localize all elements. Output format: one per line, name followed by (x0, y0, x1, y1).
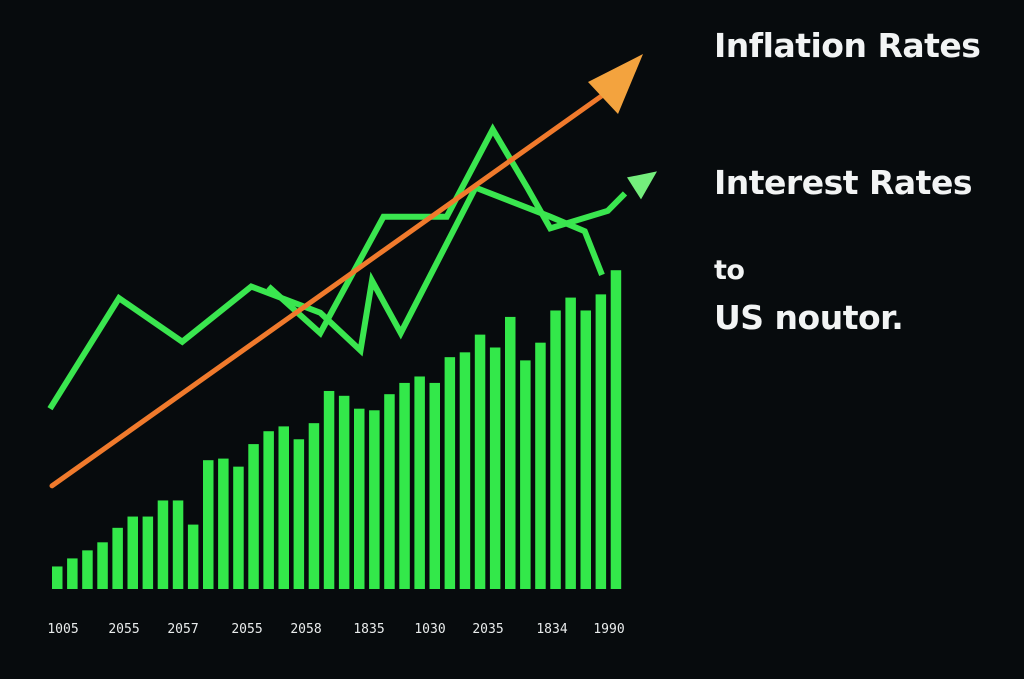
bar (157, 500, 169, 589)
bar (218, 458, 229, 589)
bar (67, 558, 78, 589)
bar (248, 444, 259, 589)
bar (82, 550, 93, 589)
bar (369, 410, 380, 589)
bar (354, 408, 365, 589)
x-tick-label: 2058 (290, 622, 321, 637)
bar (112, 527, 123, 589)
x-tick-label: 1030 (414, 622, 445, 637)
country-label: US noutor. (714, 298, 904, 337)
green-line-series-b (266, 123, 628, 338)
green-arrow-head-icon (627, 171, 657, 200)
interest-rates-label: Interest Rates (714, 163, 972, 202)
bar (52, 566, 63, 589)
bar (489, 347, 501, 589)
x-tick-label: 1834 (536, 622, 567, 637)
bar (535, 342, 546, 589)
inflation-rates-label: Inflation Rates (714, 26, 981, 65)
bar (293, 439, 305, 589)
x-tick-label: 1990 (593, 622, 624, 637)
bar (187, 524, 199, 589)
bar (308, 423, 320, 589)
bar (384, 394, 395, 589)
bar (97, 542, 108, 589)
bar (610, 270, 622, 589)
x-tick-label: 2035 (472, 622, 503, 637)
bar (505, 316, 516, 589)
x-tick-label: 2055 (108, 622, 139, 637)
bar (142, 516, 154, 589)
trend-arrow-line (49, 87, 613, 489)
bar (520, 360, 531, 589)
bar (595, 294, 607, 589)
bar (414, 376, 425, 589)
bar (565, 297, 576, 589)
bar (172, 500, 184, 589)
bar (474, 334, 486, 589)
trend-arrow-head-icon (588, 54, 643, 114)
bar-series (52, 270, 622, 589)
bar (127, 516, 138, 589)
x-tick-label: 2055 (231, 622, 262, 637)
bar (429, 382, 440, 589)
bar (323, 390, 335, 589)
x-tick-label: 2057 (167, 622, 198, 637)
bar (233, 466, 244, 589)
bar (580, 310, 591, 589)
bar (550, 310, 561, 589)
x-axis-tick-labels: 1005 2055 2057 2055 2058 1835 1030 2035 1834 1990 (47, 622, 624, 637)
bar (459, 352, 471, 589)
connector-label: to (714, 255, 745, 286)
bar (278, 426, 289, 589)
bar (338, 395, 350, 589)
bar (263, 431, 274, 589)
green-line-series-a (47, 183, 605, 411)
x-tick-label: 1835 (353, 622, 384, 637)
bar (444, 357, 456, 589)
bar (203, 460, 214, 589)
bar (399, 382, 410, 589)
x-tick-label: 1005 (47, 622, 78, 637)
